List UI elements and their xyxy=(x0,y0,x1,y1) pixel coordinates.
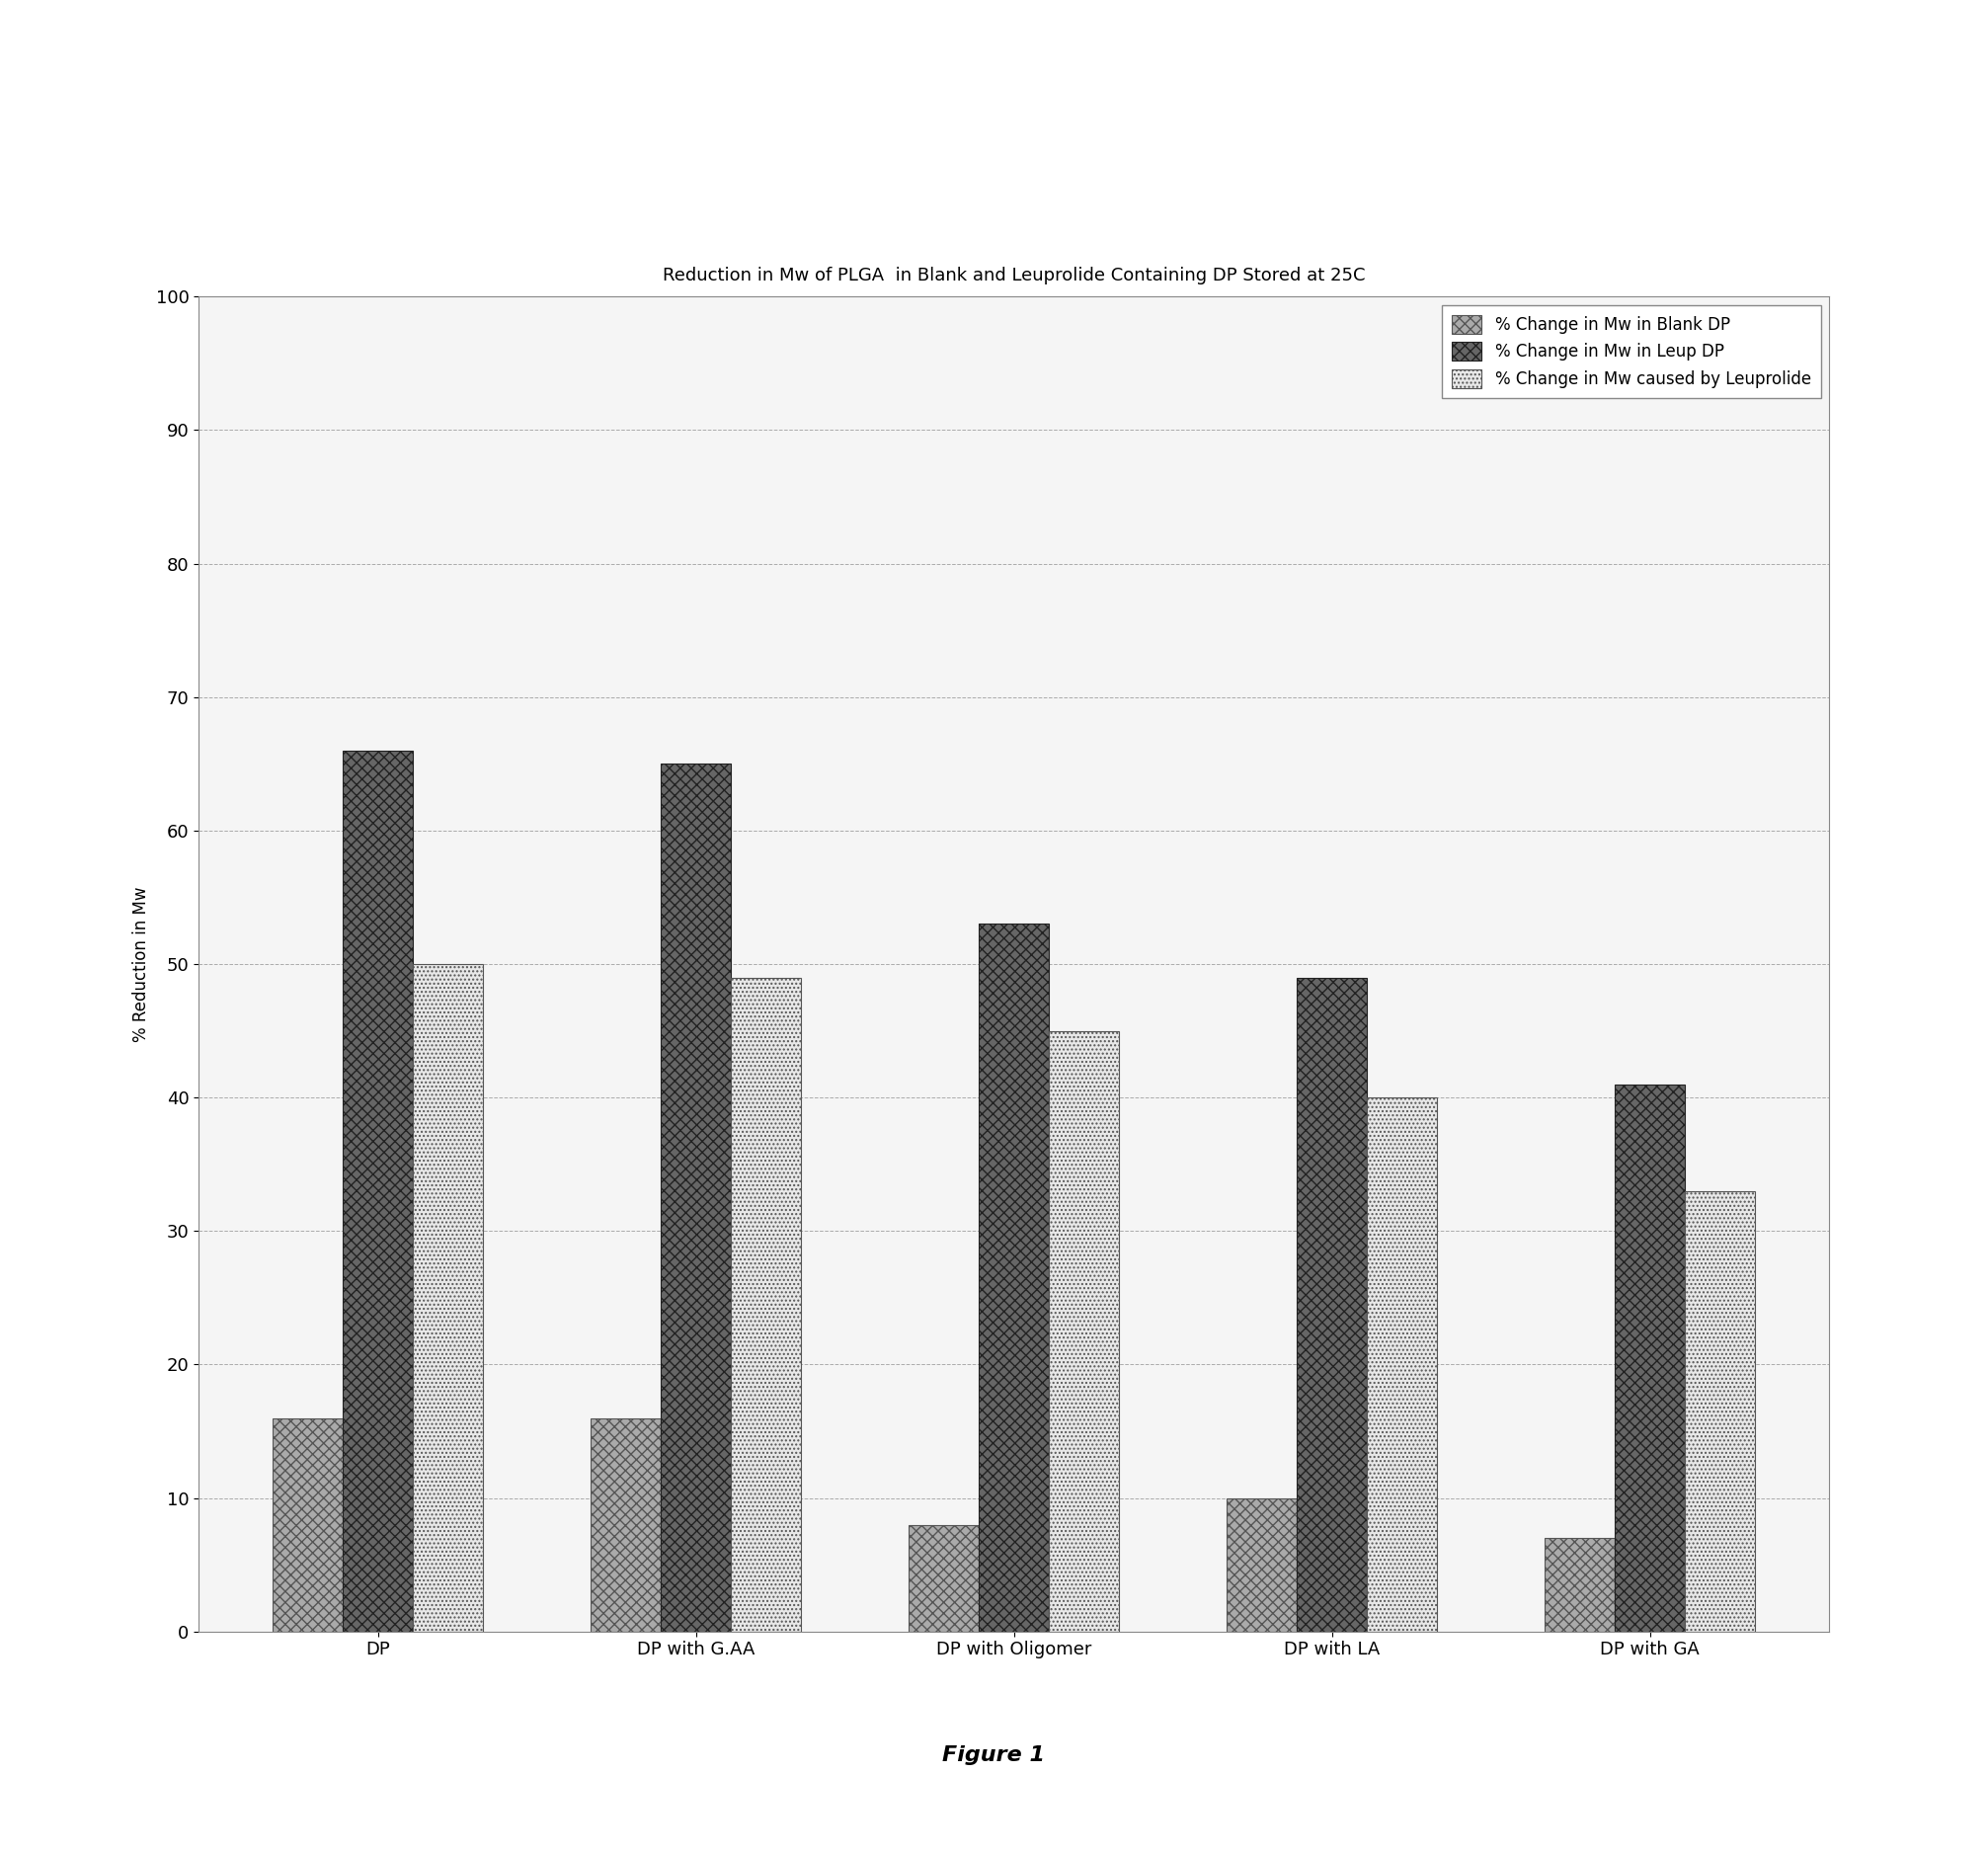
Bar xyxy=(342,751,414,1632)
Bar xyxy=(732,977,801,1632)
Bar xyxy=(414,964,483,1632)
Bar xyxy=(1686,1190,1755,1632)
Bar xyxy=(660,764,732,1632)
Bar xyxy=(1614,1085,1686,1632)
Bar xyxy=(1050,1031,1119,1632)
Y-axis label: % Reduction in Mw: % Reduction in Mw xyxy=(133,886,151,1042)
Bar xyxy=(1368,1098,1437,1632)
Text: Figure 1: Figure 1 xyxy=(942,1745,1046,1765)
Bar xyxy=(1296,977,1368,1632)
Bar xyxy=(978,923,1050,1632)
Bar xyxy=(272,1418,342,1632)
Bar xyxy=(590,1418,660,1632)
Bar xyxy=(909,1524,978,1632)
Title: Reduction in Mw of PLGA  in Blank and Leuprolide Containing DP Stored at 25C: Reduction in Mw of PLGA in Blank and Leu… xyxy=(662,267,1366,284)
Legend: % Change in Mw in Blank DP, % Change in Mw in Leup DP, % Change in Mw caused by : % Change in Mw in Blank DP, % Change in … xyxy=(1441,304,1821,399)
Bar xyxy=(1227,1498,1296,1632)
Bar xyxy=(1545,1539,1614,1632)
